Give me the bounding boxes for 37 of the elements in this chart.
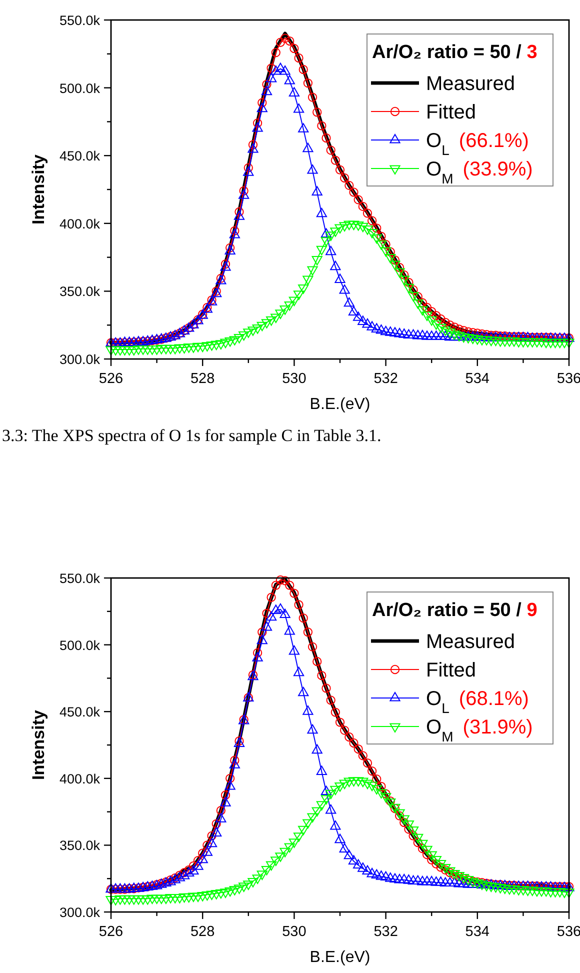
y-tick-label: 400.0k <box>59 771 100 786</box>
text: 3.3: The XPS spectra of O 1s for sample C in Table 3.1. <box>2 426 382 445</box>
x-tick-label: 534 <box>465 924 490 940</box>
legend-label: Fitted <box>426 660 476 682</box>
x-axis-title: B.E.(eV) <box>310 949 370 966</box>
legend-label: O$_{M}$ (33.9%) <box>426 158 533 186</box>
x-axis-title: B.E.(eV) <box>310 396 370 413</box>
x-tick-label: 530 <box>282 371 306 387</box>
x-tick-label: 528 <box>190 371 215 387</box>
y-tick-label: 500.0k <box>59 80 100 96</box>
y-tick-label: 350.0k <box>59 284 100 300</box>
y-tick-label: 350.0k <box>59 838 100 854</box>
y-axis-title: Intensity <box>29 710 48 780</box>
y-tick-label: 300.0k <box>59 905 100 920</box>
legend-label: O$_{L}$ (68.1%) <box>426 688 529 716</box>
legend-label: Measured <box>426 73 515 95</box>
x-tick-label: 526 <box>98 924 124 940</box>
y-tick-label: 450.0k <box>59 148 100 164</box>
x-tick-label: 532 <box>374 371 398 387</box>
legend-label: Measured <box>426 631 515 653</box>
legend-label: O$_{L}$ (66.1%) <box>426 130 529 158</box>
y-tick-label: 500.0k <box>59 638 100 653</box>
x-tick-label: 530 <box>282 924 306 940</box>
y-tick-label: 450.0k <box>59 704 100 720</box>
y-tick-label: 300.0k <box>59 352 100 367</box>
legend-title: Ar/O₂ ratio = 50 / 9 <box>372 600 538 621</box>
y-tick-label: 550.0k <box>59 13 100 28</box>
x-tick-label: 534 <box>465 371 490 387</box>
y-tick-label: 550.0k <box>59 571 100 586</box>
legend-title: Ar/O₂ ratio = 50 / 3 <box>372 42 538 63</box>
y-tick-label: 400.0k <box>59 216 100 232</box>
x-tick-label: 528 <box>190 924 215 940</box>
x-tick-label: 526 <box>98 371 124 387</box>
legend-label: Fitted <box>426 102 476 124</box>
x-tick-label: 532 <box>374 924 398 940</box>
legend-label: O$_{M}$ (31.9%) <box>426 716 533 744</box>
y-axis-title: Intensity <box>29 154 48 224</box>
